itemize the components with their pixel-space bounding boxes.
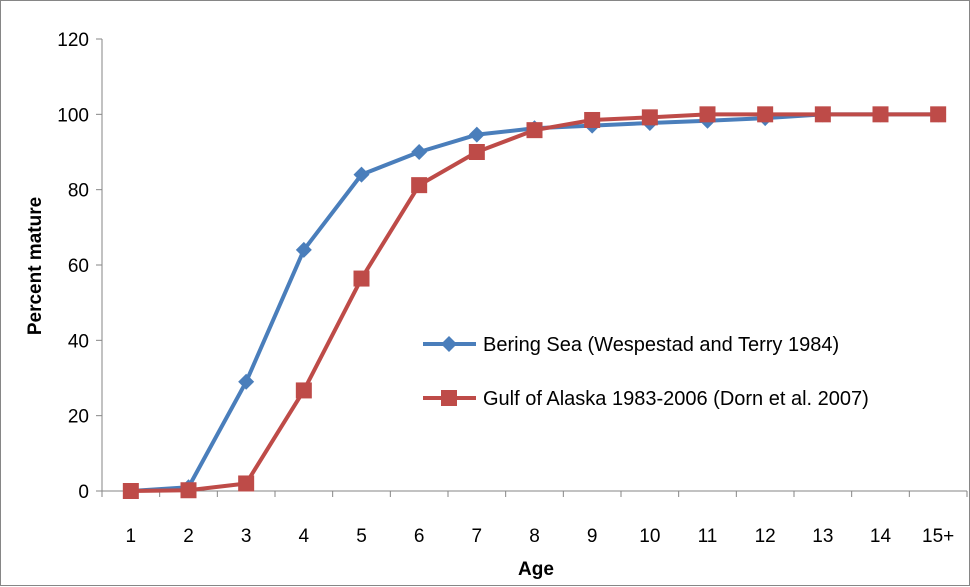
axes: [101, 39, 967, 492]
data-point-square: [641, 109, 658, 126]
y-tick-label: 120: [57, 30, 89, 51]
x-tick-label: 11: [698, 526, 718, 547]
x-tick-label: 15+: [922, 526, 954, 547]
legend-marker-diamond: [441, 336, 457, 352]
data-point-square: [814, 106, 831, 123]
series-line: [130, 112, 939, 493]
y-tick-labels: 0 20 40 60 80 100 120: [57, 30, 102, 503]
data-point-square: [699, 106, 716, 123]
series-lines: [122, 106, 947, 499]
legend-entry-2: Gulf of Alaska 1983-2006 (Dorn et al. 20…: [423, 388, 869, 410]
x-axis-title: Age: [518, 559, 554, 580]
series-1: [122, 106, 947, 499]
x-tick-label: 6: [414, 526, 425, 547]
y-tick-label: 60: [68, 256, 89, 277]
x-tick-label: 7: [472, 526, 483, 547]
data-point-square: [468, 144, 485, 160]
x-tick-label: 5: [356, 526, 367, 547]
data-point-diamond: [468, 126, 485, 143]
x-tick-label: 12: [755, 526, 776, 547]
y-axis-title: Percent mature: [25, 197, 46, 335]
x-tick-label: 1: [126, 526, 137, 547]
series-2: [122, 106, 947, 499]
x-tick-label: 13: [812, 526, 833, 547]
legend-marker-square: [441, 390, 457, 406]
y-tick-label: 0: [78, 482, 89, 503]
data-point-diamond: [411, 144, 428, 160]
x-tick-label: 2: [183, 526, 194, 547]
x-tick-label: 14: [870, 526, 892, 547]
data-point-square: [238, 475, 255, 492]
data-point-square: [411, 177, 428, 194]
data-point-square: [930, 106, 947, 123]
data-point-square: [757, 106, 774, 123]
legend-label: Gulf of Alaska 1983-2006 (Dorn et al. 20…: [483, 388, 869, 410]
legend-entry-1: Bering Sea (Wespestad and Terry 1984): [423, 334, 839, 356]
data-point-square: [526, 122, 543, 139]
legend-label: Bering Sea (Wespestad and Terry 1984): [483, 334, 839, 356]
y-tick-label: 100: [57, 105, 89, 126]
x-tick-label: 9: [587, 526, 598, 547]
x-tick-label: 10: [639, 526, 660, 547]
y-tick-label: 80: [68, 181, 89, 202]
data-point-diamond: [295, 241, 312, 258]
data-point-diamond: [353, 166, 370, 183]
x-tick-label: 4: [299, 526, 310, 547]
y-tick-label: 20: [68, 407, 89, 428]
x-tick-label: 8: [529, 526, 540, 547]
x-tick-label: 3: [241, 526, 252, 547]
data-point-diamond: [238, 373, 255, 390]
data-point-square: [122, 483, 139, 499]
data-point-square: [353, 270, 370, 287]
data-point-square: [295, 382, 312, 399]
x-tick-labels: 1 2 3 4 5 6 7 8 9 10 11 12 13 14 15+: [101, 491, 968, 547]
data-point-square: [180, 482, 197, 499]
series-line: [130, 112, 939, 493]
y-tick-label: 40: [68, 331, 89, 352]
data-point-square: [872, 106, 889, 123]
data-point-square: [584, 111, 601, 128]
legend: Bering Sea (Wespestad and Terry 1984) Gul…: [423, 334, 869, 410]
